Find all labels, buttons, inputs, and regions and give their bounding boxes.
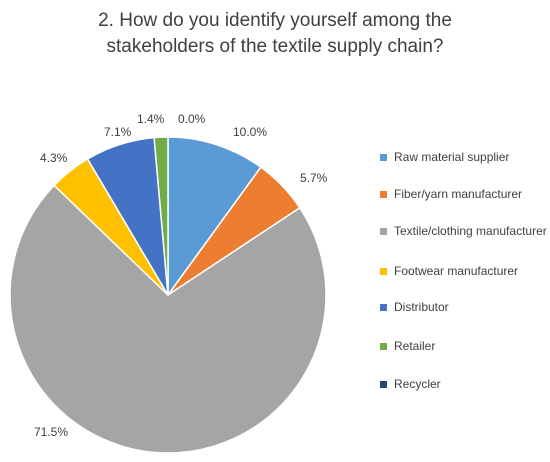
data-label-recycler: 0.0% <box>178 112 206 126</box>
legend-swatch-retailer <box>380 343 387 350</box>
legend-label-recycler: Recycler <box>394 377 441 391</box>
legend-swatch-raw-material-supplier <box>380 154 387 161</box>
pie-slice-textile-clothing-manufacturer <box>9 184 327 454</box>
chart-title: 2. How do you identify yourself among th… <box>0 8 550 60</box>
legend-label-raw-material-supplier: Raw material supplier <box>394 150 510 164</box>
pie-slice-raw-material-supplier <box>167 136 262 298</box>
legend-item-footwear-manufacturer: Footwear manufacturer <box>380 264 548 279</box>
data-label-footwear-manufacturer: 4.3% <box>40 151 68 165</box>
data-label-fiber-yarn-manufacturer: 5.7% <box>300 171 328 185</box>
legend-swatch-footwear-manufacturer <box>380 268 387 275</box>
legend-item-textile-clothing-manufacturer: Textile/clothing manufacturer <box>380 224 548 239</box>
data-label-distributor: 7.1% <box>104 125 132 139</box>
legend-item-distributor: Distributor <box>380 300 548 315</box>
data-label-raw-material-supplier: 10.0% <box>233 125 267 139</box>
legend-item-fiber-yarn-manufacturer: Fiber/yarn manufacturer <box>380 187 548 202</box>
legend-label-distributor: Distributor <box>394 300 449 314</box>
legend-label-textile-clothing-manufacturer: Textile/clothing manufacturer <box>394 224 547 238</box>
legend-item-retailer: Retailer <box>380 339 548 354</box>
data-label-retailer: 1.4% <box>137 112 165 126</box>
pie-slice-retailer <box>153 136 169 296</box>
legend-item-recycler: Recycler <box>380 377 548 392</box>
legend-swatch-recycler <box>380 381 387 388</box>
legend-label-retailer: Retailer <box>394 339 436 353</box>
legend-swatch-textile-clothing-manufacturer <box>380 228 387 235</box>
data-label-textile-clothing-manufacturer: 71.5% <box>34 425 68 439</box>
legend-label-fiber-yarn-manufacturer: Fiber/yarn manufacturer <box>394 187 523 201</box>
chart-title-line-1: 2. How do you identify yourself among th… <box>98 10 452 31</box>
legend-swatch-distributor <box>380 304 387 311</box>
legend-item-raw-material-supplier: Raw material supplier <box>380 150 548 165</box>
legend-swatch-fiber-yarn-manufacturer <box>380 191 387 198</box>
chart-title-line-2: stakeholders of the textile supply chain… <box>106 36 444 57</box>
legend-label-footwear-manufacturer: Footwear manufacturer <box>394 264 519 278</box>
